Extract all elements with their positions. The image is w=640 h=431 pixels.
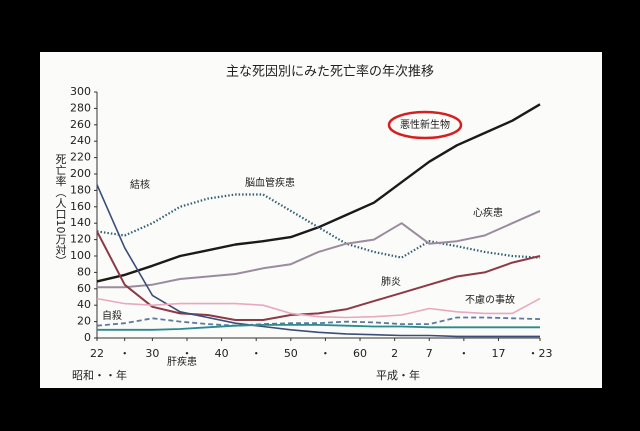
- label-highlight: [387, 110, 463, 140]
- x-tick-label: 60: [353, 347, 367, 360]
- x-tick-label: 30: [145, 347, 159, 360]
- y-tick-label: 140: [70, 216, 91, 229]
- chart-title: 主な死因別にみた死亡率の年次推移: [226, 64, 434, 80]
- x-tick-label: 50: [284, 347, 298, 360]
- series-label: 不慮の事故: [465, 293, 515, 306]
- y-tick-label: 40: [77, 298, 91, 311]
- series-label: 悪性新生物: [400, 118, 450, 131]
- x-tick-label: 40: [215, 347, 229, 360]
- y-tick-label: 0: [84, 331, 91, 344]
- series-label: 自殺: [102, 309, 122, 322]
- y-tick-label: 80: [77, 265, 91, 278]
- x-axis-label: 平成・年: [376, 368, 420, 382]
- series-line: [97, 209, 541, 289]
- y-axis-label: 死亡率（人口10万対）: [54, 154, 67, 267]
- series-line: [97, 324, 540, 331]
- x-tick-label: ・: [320, 347, 331, 360]
- y-tick-label: 60: [77, 282, 91, 295]
- y-tick-label: 260: [70, 118, 91, 131]
- x-tick-label: 7: [426, 347, 433, 360]
- x-tick-label: ・23: [528, 347, 553, 360]
- series-line: [96, 316, 541, 327]
- series-label: 肝疾患: [167, 355, 197, 368]
- series-label: 結核: [130, 178, 150, 191]
- y-tick-label: 220: [70, 151, 91, 164]
- series-label: 心疾患: [473, 206, 503, 219]
- series-line: [96, 297, 541, 319]
- x-tick-label: ・: [458, 347, 469, 360]
- y-tick-label: 180: [70, 183, 91, 196]
- x-tick-label: ・: [251, 347, 262, 360]
- x-tick-label: 17: [491, 347, 505, 360]
- y-tick-label: 240: [70, 134, 91, 147]
- y-tick-label: 120: [70, 233, 91, 246]
- series-line: [96, 230, 541, 321]
- y-tick-label: 20: [77, 315, 91, 328]
- series-line: [96, 184, 540, 338]
- y-tick-label: 100: [70, 249, 91, 262]
- y-tick-label: 300: [70, 85, 91, 98]
- x-tick-label: 2: [391, 347, 398, 360]
- x-tick-label: ・: [181, 347, 192, 360]
- y-tick-label: 200: [70, 167, 91, 180]
- series-label: 脳血管疾患: [245, 176, 295, 189]
- series-label: 肺炎: [381, 276, 401, 288]
- x-axis-label: 昭和・・年: [72, 368, 127, 382]
- x-tick-label: ・: [119, 347, 130, 360]
- y-tick-label: 280: [70, 101, 91, 114]
- series-line: [96, 193, 541, 259]
- y-tick-label: 160: [70, 200, 91, 213]
- x-tick-label: 22: [90, 347, 104, 360]
